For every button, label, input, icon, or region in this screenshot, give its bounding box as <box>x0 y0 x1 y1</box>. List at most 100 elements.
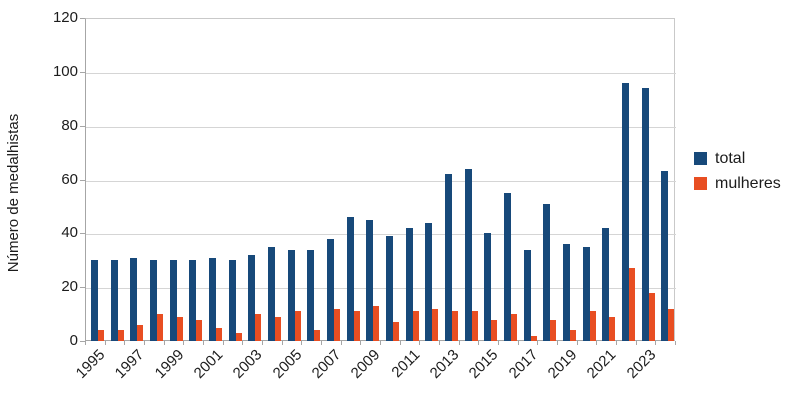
bar-mulheres-2023 <box>648 292 655 341</box>
x-tick-label-1997: 1997 <box>111 346 148 382</box>
x-tick-label-2001: 2001 <box>190 346 227 382</box>
y-tick-80 <box>80 126 85 127</box>
bar-total-2010 <box>385 236 393 341</box>
bar-total-2009 <box>366 219 374 341</box>
x-tick-4 <box>164 341 165 345</box>
x-tick-3 <box>144 341 145 345</box>
bar-mulheres-2010 <box>393 322 400 341</box>
bar-total-2021 <box>602 227 610 341</box>
bar-total-2011 <box>405 227 413 341</box>
x-tick-17 <box>419 341 420 345</box>
bar-mulheres-2019 <box>570 330 577 341</box>
legend-swatch-mulheres <box>694 177 707 190</box>
bar-total-2013 <box>444 174 452 341</box>
bar-total-2014 <box>464 168 472 341</box>
y-tick-40 <box>80 233 85 234</box>
x-tick-label-2017: 2017 <box>505 346 541 382</box>
legend-label-mulheres: mulheres <box>715 175 781 192</box>
bar-total-2005 <box>287 249 295 341</box>
bar-total-2024 <box>661 171 669 341</box>
bar-total-2015 <box>484 233 492 341</box>
legend-swatch-total <box>694 152 707 165</box>
bar-total-1995 <box>90 260 98 342</box>
x-tick-9 <box>262 341 263 345</box>
x-tick-14 <box>360 341 361 345</box>
legend-item-total: total <box>694 150 781 167</box>
bar-total-2016 <box>503 193 511 341</box>
bar-total-2018 <box>543 203 551 341</box>
bar-total-2008 <box>346 217 354 341</box>
x-tick-label-2019: 2019 <box>544 346 581 382</box>
x-tick-27 <box>616 341 617 345</box>
y-tick-label-40: 40 <box>61 224 78 241</box>
bar-mulheres-2001 <box>216 327 223 341</box>
x-tick-12 <box>321 341 322 345</box>
x-tick-7 <box>223 341 224 345</box>
bar-total-2017 <box>523 249 531 341</box>
bar-mulheres-2003 <box>255 314 262 341</box>
x-tick-label-2003: 2003 <box>229 346 266 382</box>
x-tick-19 <box>459 341 460 345</box>
x-tick-25 <box>577 341 578 345</box>
bar-total-1996 <box>110 260 118 342</box>
y-tick-label-100: 100 <box>52 63 78 80</box>
gridline-40 <box>86 234 676 235</box>
bar-total-2006 <box>307 249 315 341</box>
bar-mulheres-2012 <box>432 308 439 341</box>
x-tick-5 <box>183 341 184 345</box>
gridline-60 <box>86 181 676 182</box>
x-tick-6 <box>203 341 204 345</box>
x-tick-label-2023: 2023 <box>623 346 659 382</box>
gridline-20 <box>86 288 676 289</box>
x-tick-0 <box>85 341 86 345</box>
bar-total-2003 <box>248 254 256 341</box>
bar-mulheres-2004 <box>275 316 282 341</box>
bar-mulheres-1998 <box>157 314 164 341</box>
x-tick-1 <box>105 341 106 345</box>
x-tick-22 <box>518 341 519 345</box>
bar-total-2004 <box>267 246 275 341</box>
bar-mulheres-2022 <box>629 268 636 341</box>
bar-total-2007 <box>326 238 334 341</box>
legend: total mulheres <box>694 150 781 192</box>
bar-total-2000 <box>189 260 197 342</box>
bar-mulheres-2020 <box>589 311 596 341</box>
x-tick-label-2015: 2015 <box>465 346 502 382</box>
x-tick-label-1999: 1999 <box>151 346 187 382</box>
bar-mulheres-1997 <box>137 324 144 342</box>
x-tick-label-2009: 2009 <box>347 346 384 382</box>
gridline-80 <box>86 127 676 128</box>
y-tick-label-20: 20 <box>61 278 78 295</box>
x-tick-13 <box>341 341 342 345</box>
bar-mulheres-2015 <box>491 319 498 341</box>
bar-total-1998 <box>149 260 157 342</box>
x-tick-label-2007: 2007 <box>308 346 345 382</box>
x-tick-label-2013: 2013 <box>426 346 463 382</box>
x-tick-21 <box>498 341 499 345</box>
x-tick-24 <box>557 341 558 345</box>
bar-mulheres-2016 <box>511 314 518 341</box>
y-tick-60 <box>80 180 85 181</box>
bar-mulheres-2007 <box>334 308 341 341</box>
bar-mulheres-2005 <box>294 311 301 341</box>
x-tick-label-2005: 2005 <box>269 346 305 382</box>
y-axis-title: Número de medalhistas <box>5 113 22 273</box>
plot-area <box>85 18 676 342</box>
bar-mulheres-2014 <box>471 311 478 341</box>
x-tick-30 <box>675 341 676 345</box>
bar-mulheres-1999 <box>176 316 183 341</box>
bar-mulheres-2018 <box>550 319 557 341</box>
x-tick-11 <box>301 341 302 345</box>
bar-mulheres-2017 <box>530 335 537 341</box>
x-tick-8 <box>242 341 243 345</box>
y-tick-label-120: 120 <box>52 9 78 26</box>
y-tick-120 <box>80 18 85 19</box>
x-tick-label-2011: 2011 <box>387 346 423 382</box>
x-tick-label-1995: 1995 <box>72 346 109 382</box>
bar-total-2001 <box>208 257 216 341</box>
y-tick-20 <box>80 287 85 288</box>
x-tick-10 <box>282 341 283 345</box>
bar-mulheres-2021 <box>609 316 616 341</box>
x-tick-2 <box>124 341 125 345</box>
bar-mulheres-2002 <box>235 332 242 341</box>
